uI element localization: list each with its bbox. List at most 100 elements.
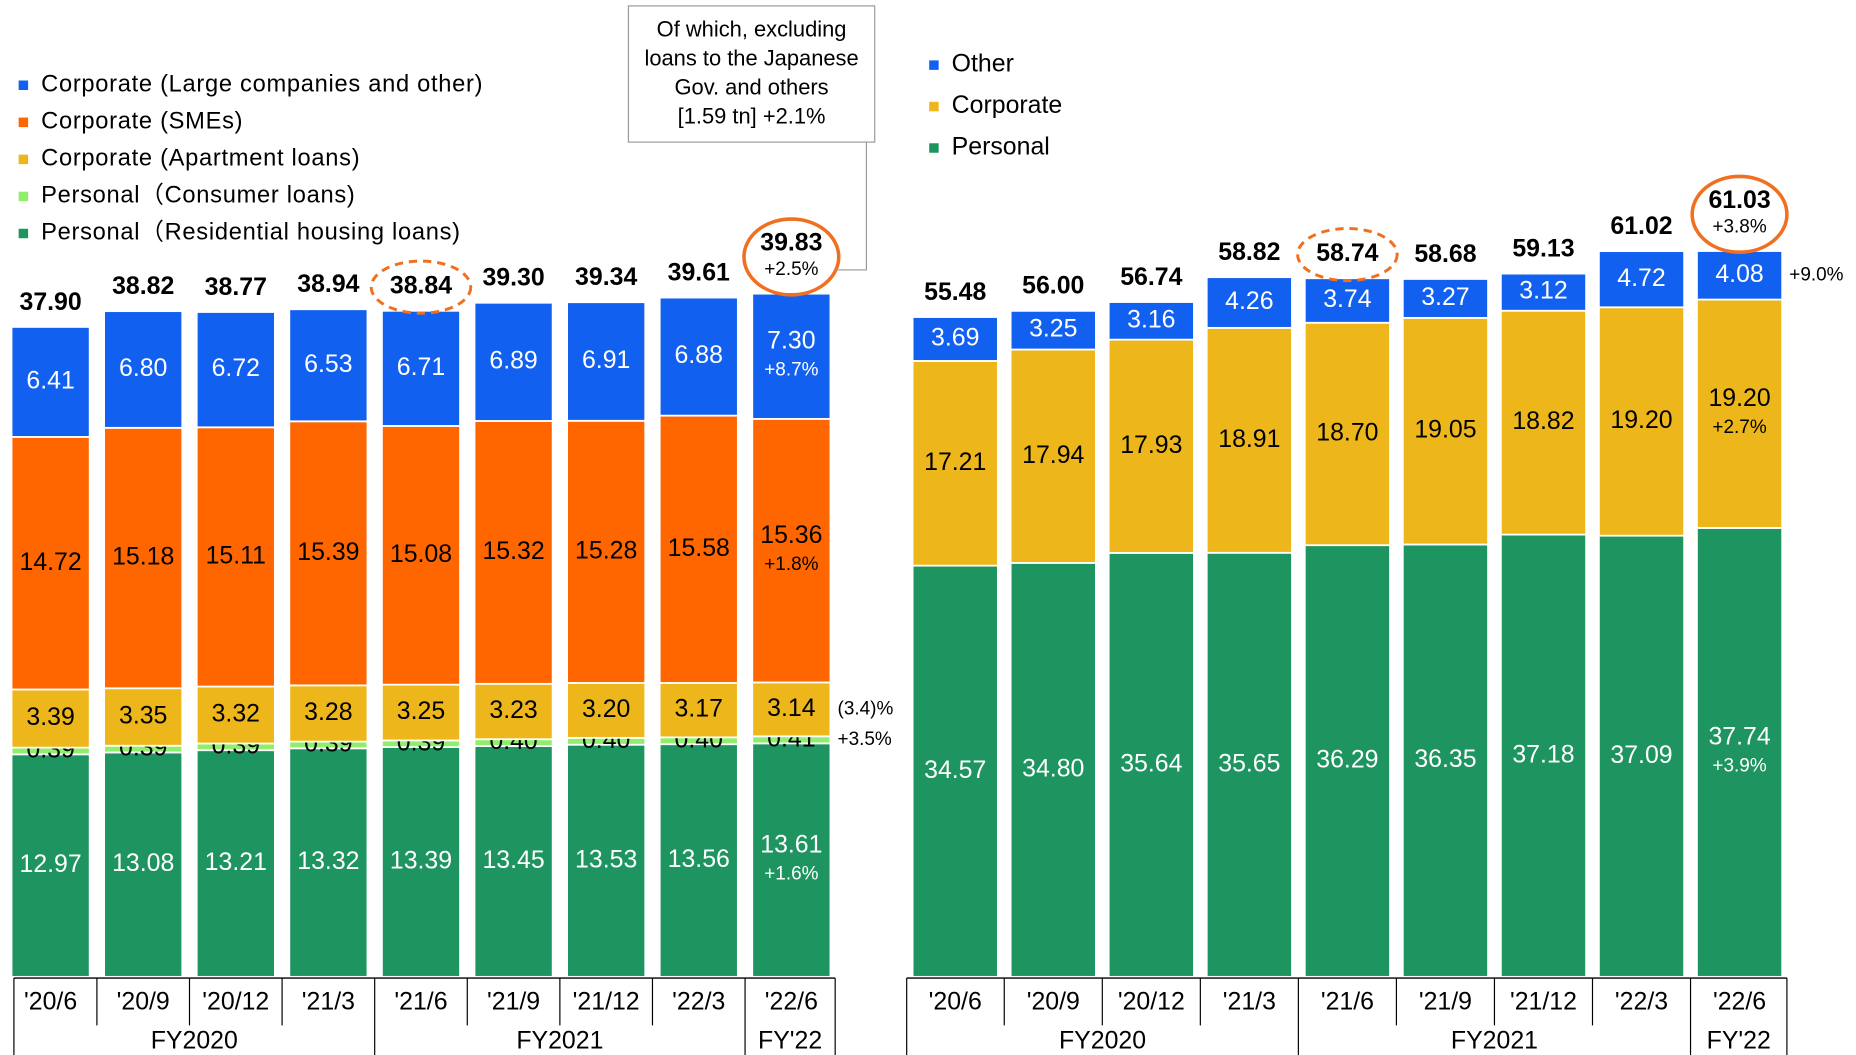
bar-segment: [751, 742, 832, 978]
x-tick-label: '21/12: [1510, 987, 1577, 1015]
value-label: 3.35: [119, 702, 167, 730]
value-label: 3.14: [767, 694, 816, 722]
fiscal-year-label: FY'22: [1707, 1027, 1771, 1055]
legend-label: Other: [952, 50, 1014, 78]
value-label: 13.56: [668, 845, 730, 873]
x-tick-label: '20/12: [1118, 987, 1185, 1015]
bar-segment: [751, 292, 832, 420]
value-label: 15.39: [297, 538, 359, 566]
x-tick-label: '21/3: [1223, 987, 1276, 1015]
bar-segment: [288, 747, 369, 978]
value-label: 34.80: [1022, 754, 1084, 782]
x-tick-label: '20/9: [1027, 987, 1080, 1015]
total-label: 37.90: [20, 288, 82, 316]
value-label: 13.08: [112, 849, 174, 877]
value-label: 3.32: [212, 700, 260, 728]
value-label: 3.17: [675, 695, 723, 723]
x-tick-label: '20/9: [117, 987, 170, 1015]
legend-swatch: [18, 228, 29, 239]
legend-swatch: [18, 80, 29, 90]
bar-segment: [1401, 278, 1489, 319]
value-label: 3.69: [931, 324, 979, 352]
bar-segment: [381, 425, 461, 686]
bar-segment: [1303, 321, 1391, 547]
callout-text: [1.59 tn] +2.1%: [678, 104, 826, 129]
value-label: 19.05: [1414, 416, 1476, 444]
fiscal-year-label: FY2020: [151, 1027, 238, 1055]
bar-segment: [10, 436, 91, 691]
value-label: 36.29: [1316, 746, 1378, 774]
value-label: 15.08: [390, 540, 452, 568]
legend-label: Corporate: [952, 91, 1063, 119]
bar-segment: [566, 419, 647, 684]
x-tick-label: '21/12: [573, 987, 640, 1015]
bar-segment: [1107, 338, 1195, 554]
total-label: 38.94: [297, 270, 359, 298]
legend-label: Corporate (Large companies and other): [41, 72, 483, 98]
bar-segment: [1205, 326, 1293, 554]
value-label: 13.32: [297, 847, 359, 875]
value-label: 17.21: [924, 448, 986, 476]
x-tick-label: '22/6: [1713, 987, 1766, 1015]
value-label: 15.11: [206, 541, 266, 569]
legend-swatch: [929, 60, 939, 70]
total-label: 58.68: [1414, 240, 1476, 268]
bar-segment: [381, 683, 461, 742]
bar-segment: [1205, 276, 1293, 329]
value-label: 15.32: [482, 537, 544, 565]
value-label: 19.20: [1610, 406, 1672, 434]
bar-segment: [288, 308, 369, 423]
total-label: 61.03: [1708, 186, 1770, 214]
total-label: 58.74: [1316, 239, 1378, 267]
total-label: 58.82: [1218, 238, 1280, 266]
value-label: 3.25: [1029, 315, 1077, 343]
total-label: 38.77: [205, 273, 267, 301]
bar-segment: [288, 420, 369, 687]
bar-segment: [195, 311, 276, 429]
total-label: 39.61: [668, 258, 730, 286]
value-label: 3.25: [397, 697, 445, 725]
bar-segment: [1107, 301, 1195, 341]
value-label: 15.36: [760, 521, 822, 549]
total-label: 61.02: [1610, 212, 1672, 240]
x-tick-label: '22/3: [672, 987, 725, 1015]
bar-segment: [1499, 533, 1587, 978]
x-tick-label: '21/9: [487, 987, 540, 1015]
value-label: 19.20: [1708, 384, 1770, 412]
total-label: 39.83: [760, 228, 822, 256]
bar-segment: [473, 682, 554, 741]
bar-segment: [1499, 272, 1587, 312]
value-label: 6.72: [212, 354, 260, 382]
bar-segment: [566, 682, 647, 739]
value-label: 3.20: [582, 695, 630, 723]
bar-segment: [473, 301, 554, 422]
value-label: 15.58: [668, 534, 730, 562]
bar-segment: [911, 564, 999, 978]
bar-segment: [658, 743, 739, 978]
value-label: 15.18: [112, 543, 174, 571]
bar-segment: [566, 743, 647, 978]
change-label: +9.0%: [1789, 264, 1843, 285]
value-label: 17.93: [1120, 431, 1182, 459]
value-label: 6.88: [675, 341, 723, 369]
bar-segment: [1696, 527, 1784, 978]
value-label: 13.21: [205, 848, 267, 876]
total-label: 38.84: [390, 272, 452, 300]
value-label: 6.71: [397, 353, 445, 381]
total-label: 56.00: [1022, 272, 1084, 300]
value-label: 6.80: [119, 354, 167, 382]
x-tick-label: '21/6: [1321, 987, 1374, 1015]
bar-segment: [103, 426, 184, 690]
value-label: 35.64: [1120, 749, 1182, 777]
highlight-circle: [742, 217, 841, 297]
bar-segment: [1009, 348, 1097, 564]
highlight-circle: [369, 259, 473, 315]
fiscal-year-label: FY2021: [1451, 1027, 1538, 1055]
change-label: (3.4)%: [838, 698, 894, 719]
bar-segment: [195, 749, 276, 978]
change-label: +3.5%: [838, 729, 892, 750]
bar-segment: [566, 301, 647, 422]
bar-segment: [751, 681, 832, 738]
bar-segment: [1009, 309, 1097, 351]
value-label: 3.74: [1323, 285, 1372, 313]
